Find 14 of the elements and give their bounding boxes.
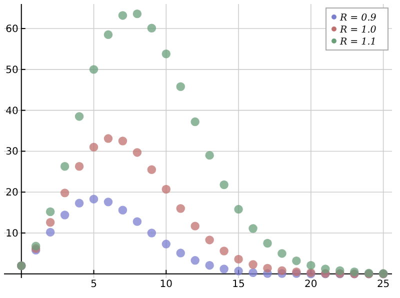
y-tick-label: 50	[6, 64, 18, 76]
y-tick-label: 30	[6, 146, 18, 158]
y-tick-label: 10	[6, 228, 18, 240]
legend-label: R = 0.9	[339, 12, 376, 24]
y-tick-label: 60	[6, 24, 18, 36]
x-tick-label: 5	[90, 278, 97, 290]
x-tick-label: 10	[160, 278, 173, 290]
x-tick-label: 15	[232, 278, 245, 290]
y-tick-label: 20	[6, 188, 18, 199]
legend-label: R = 1.0	[339, 24, 376, 36]
x-tick-label: 25	[376, 278, 390, 290]
legend-label: R = 1.1	[339, 36, 376, 48]
y-tick-label: 40	[6, 106, 18, 117]
x-tick-label: 20	[304, 278, 318, 290]
